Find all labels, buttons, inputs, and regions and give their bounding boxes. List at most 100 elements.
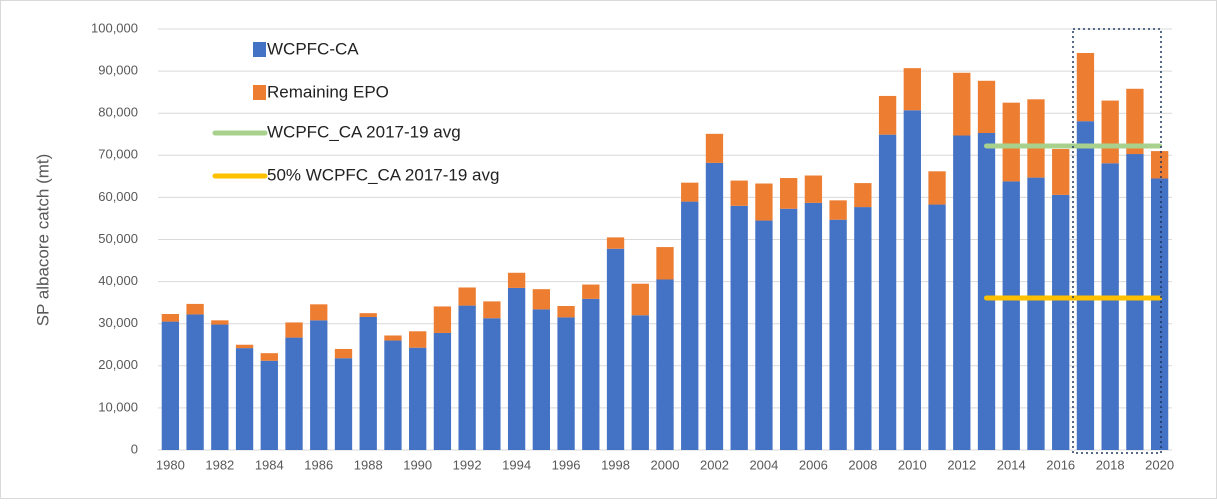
- x-tick-label: 2008: [848, 457, 877, 472]
- x-tick-label: 1988: [354, 457, 383, 472]
- bar-segment: [260, 353, 278, 361]
- legend-swatch: [253, 85, 266, 100]
- bar-segment: [656, 279, 674, 450]
- bar-segment: [483, 318, 501, 450]
- bar-segment: [507, 272, 526, 288]
- bar-segment: [1076, 52, 1095, 122]
- bar-segment: [1002, 102, 1020, 182]
- bar-segment: [1002, 181, 1020, 451]
- bar-segment: [780, 178, 798, 209]
- x-tick-label: 1990: [403, 457, 432, 472]
- bar-segment: [903, 68, 921, 111]
- x-tick-label: 2016: [1046, 457, 1075, 472]
- bar-segment: [953, 135, 971, 450]
- legend-label: 50% WCPFC_CA 2017-19 avg: [267, 165, 499, 184]
- legend-label: WCPFC_CA 2017-19 avg: [267, 122, 461, 141]
- bar-segment: [285, 337, 303, 450]
- y-tick-label: 20,000: [98, 357, 138, 372]
- bar-segment: [532, 289, 550, 310]
- bar-segment: [928, 171, 946, 205]
- x-tick-label: 2000: [651, 457, 680, 472]
- bar-segment: [1052, 148, 1070, 195]
- x-tick-label: 2018: [1096, 457, 1125, 472]
- bar-segment: [631, 315, 649, 450]
- bar-segment: [1027, 99, 1045, 178]
- bar-segment: [433, 332, 452, 450]
- y-tick-label: 30,000: [98, 315, 138, 330]
- bar-segment: [310, 320, 328, 450]
- bar-segment: [631, 283, 649, 316]
- bar-segment: [1150, 151, 1169, 179]
- legend-label: Remaining EPO: [267, 82, 389, 101]
- bar-segment: [458, 287, 476, 306]
- bar-segment: [161, 314, 180, 322]
- bar-segment: [384, 335, 402, 341]
- x-tick-label: 1998: [601, 457, 630, 472]
- bar-segment: [211, 324, 229, 450]
- bar-segment: [755, 183, 773, 221]
- bar-segment: [260, 360, 278, 450]
- x-tick-label: 1980: [156, 457, 185, 472]
- y-tick-label: 80,000: [98, 105, 138, 120]
- bar-segment: [977, 132, 996, 450]
- bar-segment: [532, 309, 550, 450]
- bar-segment: [359, 313, 377, 317]
- bar-segment: [409, 347, 427, 450]
- bar-segment: [953, 72, 971, 136]
- bar-segment: [186, 314, 204, 450]
- x-tick-label: 1994: [502, 457, 531, 472]
- x-tick-label: 1992: [453, 457, 482, 472]
- x-tick-label: 2014: [997, 457, 1026, 472]
- y-axis-label: SP albacore catch (mt): [33, 154, 52, 327]
- x-tick-label: 1996: [552, 457, 581, 472]
- bar-segment: [1076, 121, 1095, 450]
- bar-segment: [780, 208, 798, 450]
- legend-swatch: [253, 42, 266, 57]
- bar-segment: [409, 331, 427, 348]
- bar-segment: [1027, 177, 1045, 450]
- bar-segment: [186, 303, 204, 315]
- bar-segment: [878, 134, 897, 450]
- bar-segment: [310, 304, 328, 321]
- bar-segment: [1052, 194, 1070, 450]
- bar-segment: [705, 133, 724, 163]
- bar-segment: [334, 348, 353, 359]
- bar-segment: [334, 358, 353, 450]
- x-tick-label: 2010: [898, 457, 927, 472]
- bar-segment: [854, 207, 872, 450]
- bar-segment: [161, 321, 180, 450]
- legend-label: WCPFC-CA: [267, 39, 359, 58]
- bar-segment: [606, 237, 625, 249]
- y-tick-label: 0: [131, 441, 138, 456]
- bar-segment: [705, 162, 724, 451]
- bar-segment: [804, 175, 823, 203]
- y-tick-label: 10,000: [98, 399, 138, 414]
- bar-segment: [582, 284, 600, 299]
- x-tick-label: 1986: [304, 457, 333, 472]
- x-tick-label: 1984: [255, 457, 284, 472]
- bar-segment: [878, 95, 897, 135]
- bar-segment: [359, 316, 377, 450]
- bar-segment: [928, 204, 946, 450]
- bar-segment: [829, 219, 847, 450]
- bar-segment: [730, 205, 748, 450]
- bar-segment: [557, 306, 575, 318]
- bar-segment: [829, 200, 847, 220]
- y-tick-label: 50,000: [98, 231, 138, 246]
- bar-segment: [211, 320, 229, 325]
- bar-segment: [458, 305, 476, 450]
- bar-segment: [235, 348, 254, 450]
- bar-segment: [483, 301, 501, 319]
- bar-segment: [854, 183, 872, 208]
- bar-segment: [656, 247, 674, 280]
- bar-segment: [977, 80, 996, 133]
- x-tick-label: 2012: [947, 457, 976, 472]
- bar-segment: [1126, 88, 1144, 155]
- bar-segment: [606, 248, 625, 450]
- bar-segment: [903, 110, 921, 451]
- bar-segment: [507, 287, 526, 450]
- bar-segment: [384, 340, 402, 450]
- bar-segment: [804, 202, 823, 450]
- y-tick-label: 90,000: [98, 63, 138, 78]
- x-tick-label: 2006: [799, 457, 828, 472]
